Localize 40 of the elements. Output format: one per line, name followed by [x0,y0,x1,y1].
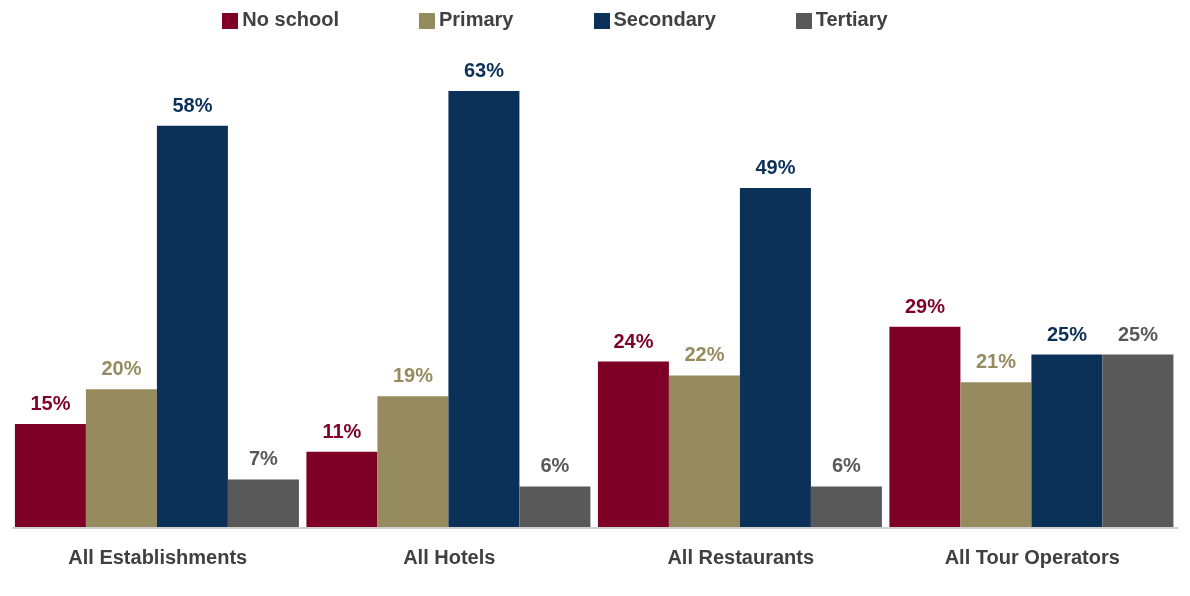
x-tick-label: All Hotels [403,546,496,569]
bar [227,479,299,528]
data-label: 63% [463,59,505,81]
data-label: 29% [904,294,946,317]
legend-label: No school [242,8,339,30]
bar [1102,354,1174,528]
data-label: 6% [831,454,862,477]
data-label: 49% [755,156,796,179]
bar [889,326,961,528]
bar [1031,354,1103,528]
legend-label: Tertiary [815,8,888,30]
bar [597,361,669,528]
x-tick-label: All Establishments [68,546,248,569]
data-label: 20% [101,357,142,380]
data-label: 7% [248,447,279,470]
data-label: 24% [613,329,654,352]
bar [810,486,882,528]
bar [739,188,811,528]
bar [960,382,1032,528]
data-label: 21% [975,350,1017,373]
data-label: 11% [322,419,362,442]
data-label: 25% [1046,322,1088,345]
bar [668,375,740,528]
data-label: 15% [30,391,71,414]
bar [14,423,86,528]
bar [85,389,157,528]
bar [448,91,520,528]
x-tick-label: All Tour Operators [944,546,1120,569]
legend-label: Secondary [613,8,716,30]
bar [306,451,378,528]
bar [519,486,591,528]
bar [377,396,449,528]
data-label: 25% [1117,322,1159,345]
legend-label: Primary [439,8,514,30]
data-label: 19% [392,364,434,387]
data-label: 58% [172,93,213,116]
data-label: 22% [684,343,725,366]
x-tick-label: All Restaurants [667,546,815,569]
bar [156,125,228,528]
data-label: 6% [540,454,570,477]
